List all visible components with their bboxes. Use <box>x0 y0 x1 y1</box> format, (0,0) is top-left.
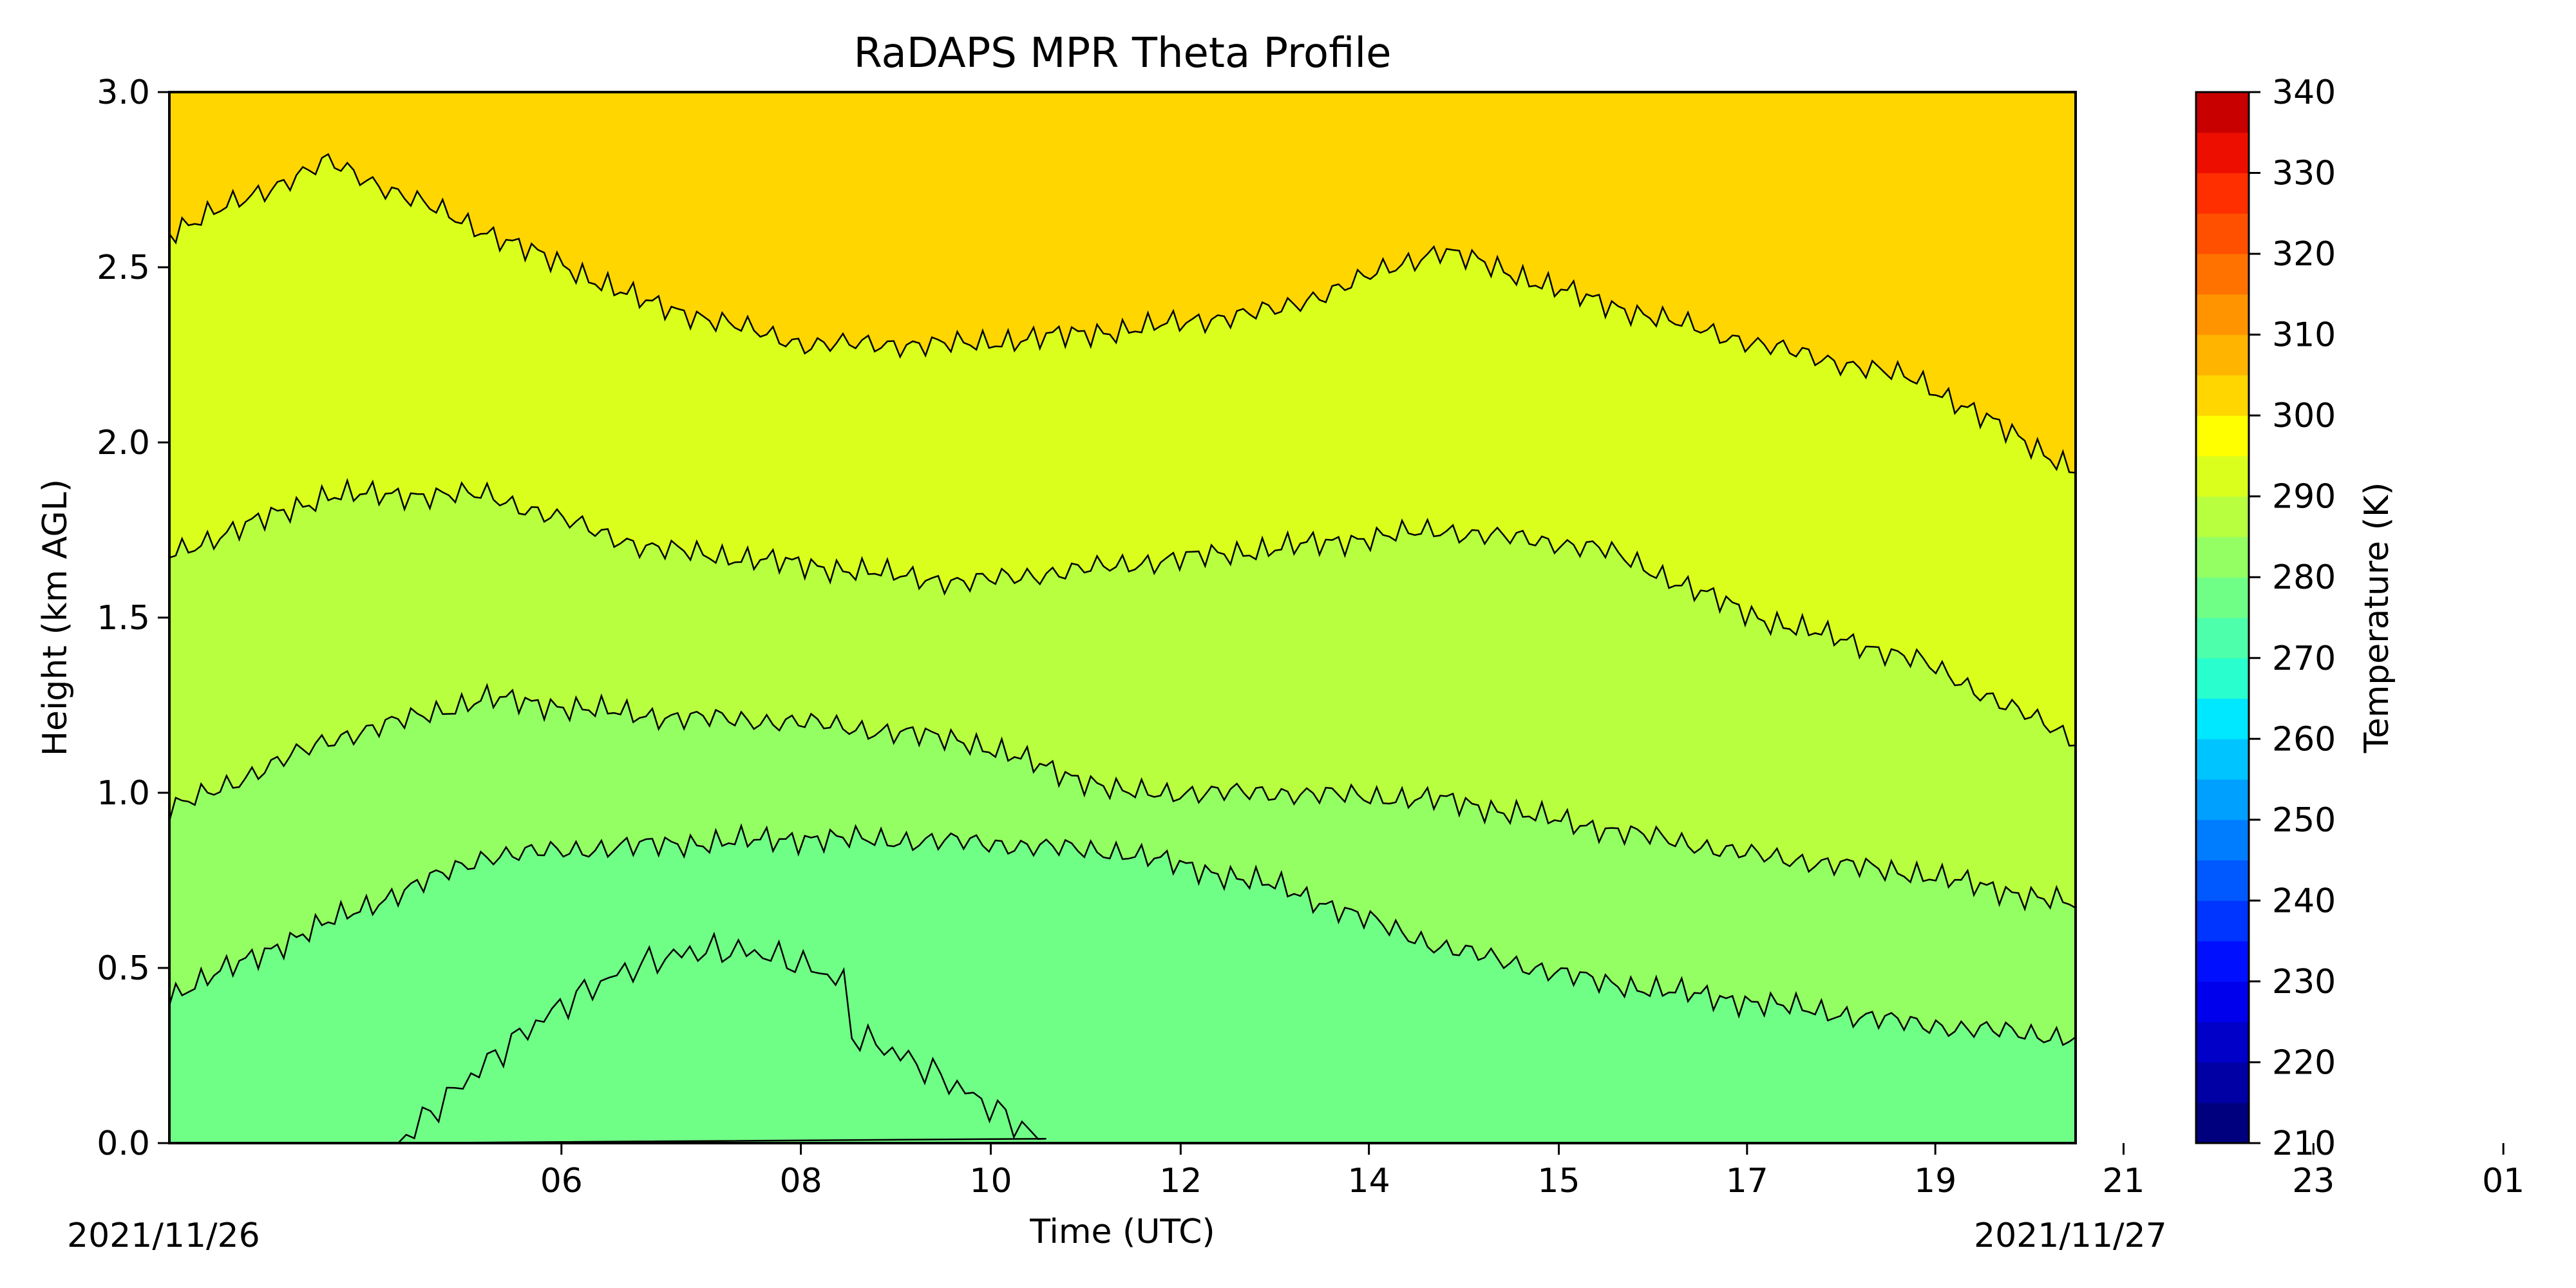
colorbar-tick-label: 280 <box>2272 558 2336 597</box>
colorbar-tick-label: 310 <box>2272 316 2336 355</box>
x-tick-label: 10 <box>969 1162 1012 1200</box>
colorbar-bin <box>2196 1021 2249 1063</box>
x-tick-label: 23 <box>2292 1162 2334 1200</box>
x-tick-label: 15 <box>1537 1162 1580 1200</box>
colorbar-tick-label: 320 <box>2272 235 2336 274</box>
colorbar-tick-label: 340 <box>2272 73 2336 112</box>
region-fill <box>397 931 1046 1143</box>
colorbar-ticks: 210 220 230 240 250 260 270 280 290 300 310 320 330 3… <box>2249 73 2336 1163</box>
colorbar-bin <box>2196 254 2249 295</box>
x-tick-label: 08 <box>780 1162 822 1200</box>
x-tick-label: 06 <box>540 1162 583 1200</box>
colorbar-bin <box>2196 1062 2249 1103</box>
x-tick-label: 19 <box>1914 1162 1956 1200</box>
colorbar-bin <box>2196 334 2249 375</box>
colorbar-bin <box>2196 900 2249 942</box>
colorbar-tick-label: 210 <box>2272 1124 2336 1163</box>
colorbar-bin <box>2196 981 2249 1023</box>
colorbar-tick-label: 270 <box>2272 639 2336 678</box>
plot-area <box>169 92 2076 1143</box>
colorbar-tick-label: 330 <box>2272 155 2336 193</box>
colorbar-tick-label: 250 <box>2272 801 2336 840</box>
x-tick-label: 01 <box>2482 1162 2524 1200</box>
y-tick-label: 0.5 <box>97 949 150 988</box>
colorbar-tick-label: 300 <box>2272 397 2336 435</box>
y-tick-label: 2.0 <box>97 424 150 462</box>
y-tick-label: 3.0 <box>97 73 150 112</box>
colorbar-label: Temperature (K) <box>2358 482 2396 754</box>
colorbar-bin <box>2196 779 2249 820</box>
y-tick-label: 1.5 <box>97 599 150 638</box>
colorbar-bin <box>2196 577 2249 618</box>
colorbar-tick-label: 290 <box>2272 478 2336 516</box>
colorbar-bin <box>2196 375 2249 416</box>
colorbar-tick-label: 240 <box>2272 882 2336 920</box>
colorbar-bin <box>2196 618 2249 659</box>
start-date-label: 2021/11/26 <box>67 1217 260 1255</box>
colorbar-bin <box>2196 658 2249 699</box>
x-tick-label: 21 <box>2102 1162 2145 1200</box>
x-axis: 06081012141517192123010304 <box>540 1143 2524 1200</box>
y-tick-label: 2.5 <box>97 249 150 287</box>
colorbar-bin <box>2196 860 2249 901</box>
end-date-label: 2021/11/27 <box>1974 1217 2167 1255</box>
colorbar-bin <box>2196 941 2249 982</box>
colorbar-bin <box>2196 132 2249 174</box>
y-axis: 0.0 0.5 1.0 1.5 2.0 2.5 3.0 <box>97 73 169 1163</box>
contour-line <box>169 683 2076 912</box>
colorbar <box>2196 92 2249 1144</box>
colorbar-bin <box>2196 92 2249 133</box>
contour-line <box>169 478 2076 747</box>
colorbar-bin <box>2196 739 2249 780</box>
y-tick-label: 1.0 <box>97 774 150 813</box>
colorbar-bin <box>2196 213 2249 254</box>
colorbar-bin <box>2196 173 2249 214</box>
x-tick-label: 14 <box>1348 1162 1390 1200</box>
x-tick-label: 17 <box>1726 1162 1768 1200</box>
colorbar-bin <box>2196 455 2249 497</box>
colorbar-bin <box>2196 698 2249 739</box>
colorbar-bin <box>2196 415 2249 457</box>
contour-lines <box>169 153 2076 1046</box>
contour-line <box>169 823 2076 1046</box>
colorbar-bin <box>2196 1103 2249 1144</box>
colorbar-frame <box>2195 91 2250 1144</box>
colorbar-tick-label: 220 <box>2272 1043 2336 1082</box>
chart-title: RaDAPS MPR Theta Profile <box>853 30 1391 77</box>
x-tick-label: 12 <box>1159 1162 1202 1200</box>
y-axis-label: Height (km AGL) <box>36 479 75 756</box>
colorbar-bin <box>2196 496 2249 537</box>
colorbar-bin <box>2196 536 2249 578</box>
contour-line <box>169 153 2076 474</box>
colorbar-tick-label: 230 <box>2272 963 2336 1001</box>
x-axis-label: Time (UTC) <box>1029 1213 1215 1251</box>
colorbar-bin <box>2196 819 2249 861</box>
y-tick-label: 0.0 <box>97 1124 150 1163</box>
colorbar-tick-label: 260 <box>2272 720 2336 759</box>
contour-fills <box>169 92 2076 1143</box>
colorbar-bin <box>2196 294 2249 336</box>
